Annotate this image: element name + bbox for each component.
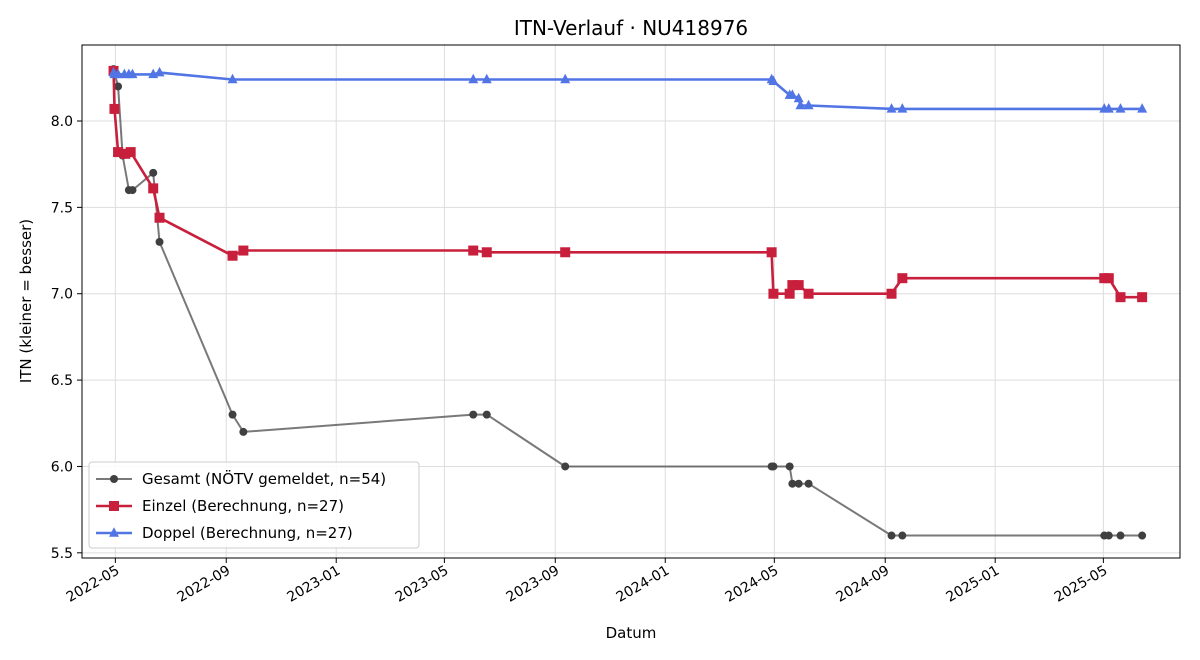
- data-point: [787, 89, 798, 99]
- x-tick-label: 2022-05: [64, 563, 123, 606]
- data-point: [482, 410, 491, 419]
- x-axis-title: Datum: [606, 624, 657, 642]
- x-tick-label: 2024-09: [834, 563, 893, 606]
- data-point: [1115, 103, 1126, 113]
- y-tick-label: 7.5: [51, 200, 73, 216]
- data-point: [113, 147, 124, 158]
- data-point: [886, 103, 897, 113]
- x-tick-label: 2024-01: [614, 563, 673, 606]
- y-tick-label: 8.0: [51, 114, 73, 130]
- x-tick-label: 2025-01: [944, 563, 1003, 606]
- legend-label: Gesamt (NÖTV gemeldet, n=54): [142, 469, 386, 488]
- data-point: [1115, 292, 1126, 303]
- data-point: [784, 288, 795, 299]
- y-tick-label: 6.0: [51, 459, 73, 475]
- x-tick-label: 2022-09: [175, 563, 234, 606]
- data-point: [154, 212, 165, 223]
- data-point: [1137, 292, 1148, 303]
- data-point: [148, 183, 159, 194]
- series-line: [112, 71, 1143, 111]
- x-tick-label: 2023-01: [285, 563, 344, 606]
- data-point: [110, 475, 118, 483]
- x-tick-label: 2024-05: [723, 563, 782, 606]
- data-point: [113, 68, 124, 79]
- data-point: [109, 103, 120, 114]
- data-point: [227, 250, 238, 261]
- data-point: [898, 531, 907, 540]
- x-axis: 2022-05 2022-09 2023-01 2023-05 2023-09 2024-…: [64, 558, 1111, 606]
- y-tick-label: 6.5: [51, 373, 73, 389]
- data-point: [1103, 103, 1114, 113]
- data-point: [109, 501, 119, 511]
- data-point: [803, 288, 814, 299]
- series-2: [108, 65, 1148, 303]
- data-point: [149, 168, 158, 177]
- data-point: [887, 531, 896, 540]
- x-tick-label: 2023-05: [393, 563, 452, 606]
- data-point: [561, 462, 570, 471]
- data-point: [128, 186, 137, 195]
- data-point: [886, 288, 897, 299]
- data-point: [897, 103, 908, 113]
- y-axis: 5.5 6.0 6.5 7.0 7.5 8.0: [51, 114, 82, 562]
- x-tick-label: 2025-05: [1052, 563, 1111, 606]
- legend-item: Doppel (Berechnung, n=27): [96, 524, 353, 542]
- data-point: [468, 245, 479, 256]
- data-point: [1103, 273, 1114, 284]
- data-point: [469, 410, 478, 419]
- data-point: [1137, 103, 1148, 113]
- data-point: [766, 247, 777, 258]
- data-point: [154, 66, 165, 77]
- series-3: [108, 66, 1148, 113]
- data-point: [239, 427, 248, 436]
- data-point: [238, 245, 249, 256]
- data-point: [793, 280, 804, 291]
- plot-frame: [81, 44, 1181, 559]
- data-point: [114, 82, 123, 91]
- data-point: [468, 73, 479, 84]
- data-point: [155, 237, 164, 246]
- data-point: [109, 527, 119, 537]
- legend: Gesamt (NÖTV gemeldet, n=54) Einzel (Bere…: [88, 461, 420, 549]
- legend-label: Doppel (Berechnung, n=27): [142, 524, 353, 542]
- data-point: [481, 247, 492, 258]
- data-point: [897, 273, 908, 284]
- data-point: [785, 462, 794, 471]
- y-tick-label: 5.5: [51, 546, 73, 562]
- data-point: [1104, 531, 1113, 540]
- data-point: [787, 280, 798, 291]
- data-point: [794, 479, 803, 488]
- x-tick-label: 2023-09: [504, 563, 563, 606]
- legend-item: Gesamt (NÖTV gemeldet, n=54): [96, 469, 386, 488]
- series-layer: [108, 65, 1148, 540]
- data-point: [560, 247, 571, 258]
- data-point: [228, 410, 237, 419]
- data-point: [560, 73, 571, 84]
- data-point: [1116, 531, 1125, 540]
- data-point: [120, 148, 131, 159]
- data-point: [788, 479, 797, 488]
- data-point: [803, 99, 814, 110]
- data-point: [227, 73, 238, 84]
- data-point: [804, 479, 813, 488]
- data-point: [768, 288, 779, 299]
- data-point: [481, 73, 492, 84]
- data-point: [768, 75, 779, 86]
- y-axis-title: ITN (kleiner = besser): [17, 219, 35, 383]
- data-point: [127, 68, 138, 79]
- legend-label: Einzel (Berechnung, n=27): [142, 497, 344, 515]
- data-point: [795, 99, 806, 110]
- chart-title: ITN-Verlauf · NU418976: [514, 16, 748, 40]
- legend-item: Einzel (Berechnung, n=27): [96, 497, 344, 515]
- data-point: [1138, 531, 1147, 540]
- series-line: [112, 70, 1143, 299]
- data-point: [793, 92, 804, 103]
- legend-box: [88, 461, 420, 549]
- data-point: [125, 147, 136, 158]
- y-tick-label: 7.0: [51, 287, 73, 303]
- data-point: [769, 462, 778, 471]
